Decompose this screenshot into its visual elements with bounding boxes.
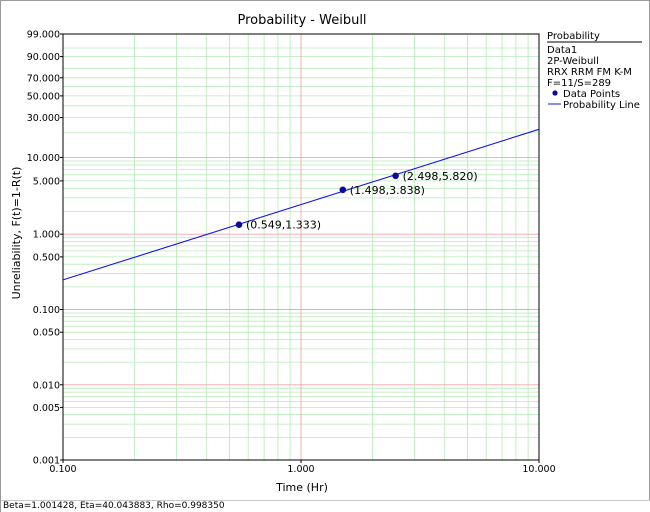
legend-line-3: RRX RRM FM K-M xyxy=(547,67,632,78)
y-tick-label: 1.000 xyxy=(33,230,60,241)
x-axis-label: Time (Hr) xyxy=(275,481,328,494)
y-tick-label: 70.000 xyxy=(27,73,60,84)
legend-probability-line-label: Probability Line xyxy=(563,100,640,111)
legend-line-1: Data1 xyxy=(547,45,577,56)
y-tick-label: 99.000 xyxy=(27,30,60,41)
x-axis-ticks: 0.100 1.000 10.000 xyxy=(49,460,556,475)
data-point-label: (2.498,5.820) xyxy=(403,170,478,183)
data-point xyxy=(235,221,243,228)
x-tick-label: 1.000 xyxy=(287,464,314,475)
data-point xyxy=(339,186,347,194)
data-point-label: (0.549,1.333) xyxy=(246,219,321,232)
chart-title: Probability - Weibull xyxy=(237,13,366,28)
x-tick-label: 10.000 xyxy=(522,464,555,475)
weibull-probability-chart: 99.000 90.000 70.000 50.000 30.000 10.000 5.00… xyxy=(10,13,642,494)
y-tick-label: 0.005 xyxy=(33,403,60,414)
y-axis-ticks: 99.000 90.000 70.000 50.000 30.000 10.000 5.00… xyxy=(27,30,63,467)
status-bar: Beta=1.001428, Eta=40.043883, Rho=0.9983… xyxy=(1,500,650,512)
y-tick-label: 0.100 xyxy=(33,305,60,316)
y-tick-label: 5.000 xyxy=(33,176,60,187)
x-tick-label: 0.100 xyxy=(49,464,76,475)
y-tick-label: 50.000 xyxy=(27,91,60,102)
data-point xyxy=(392,172,399,180)
y-tick-label: 30.000 xyxy=(27,113,60,124)
data-points-group: (0.549,1.333) (1.498,3.838)(2.498,5.820) xyxy=(235,170,478,232)
data-point-label: (1.498,3.838) xyxy=(350,184,425,197)
legend-line-4: F=11/S=289 xyxy=(547,78,611,89)
y-tick-label: 10.000 xyxy=(27,153,60,164)
legend-title: Probability xyxy=(547,31,600,42)
y-tick-label: 0.050 xyxy=(33,328,60,339)
major-grid xyxy=(63,34,539,460)
legend-data-points-marker xyxy=(552,90,558,96)
legend: Probability Data1 2P-Weibull RRX RRM FM … xyxy=(547,31,642,111)
legend-data-points-label: Data Points xyxy=(563,89,620,100)
y-tick-label: 0.500 xyxy=(33,252,60,263)
y-axis-label: Unreliability, F(t)=1-R(t) xyxy=(10,167,23,300)
y-tick-label: 0.001 xyxy=(33,456,60,467)
probability-line-group xyxy=(62,128,540,281)
y-tick-label: 0.010 xyxy=(33,380,60,391)
legend-line-2: 2P-Weibull xyxy=(547,56,599,67)
y-tick-label: 90.000 xyxy=(27,52,60,63)
probability-line xyxy=(62,128,540,281)
